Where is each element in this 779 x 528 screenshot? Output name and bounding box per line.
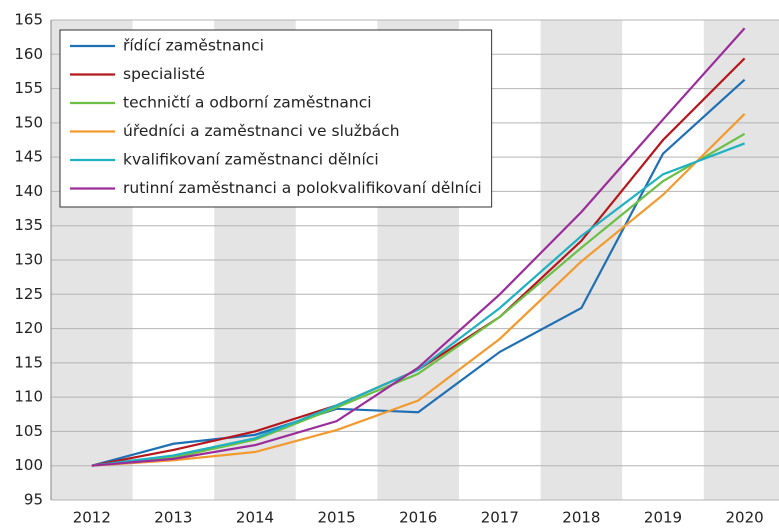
y-tick-label: 135 (14, 216, 43, 234)
legend-box (59, 29, 493, 208)
x-tick-label: 2020 (726, 509, 764, 527)
legend-label: specialisté (123, 65, 205, 83)
series-line (91, 142, 745, 467)
x-tick-label: 2013 (154, 509, 192, 527)
y-tick-label: 95 (24, 491, 43, 509)
y-tick-label: 110 (14, 388, 43, 406)
y-tick-label: 150 (14, 113, 43, 131)
legend-label: kvalifikovaní zaměstnanci dělníci (123, 151, 379, 169)
legend: řídící zaměstnanci specialisté techničtí a… (59, 29, 493, 208)
x-tick-label: 2014 (236, 509, 274, 527)
y-tick-label: 130 (14, 251, 43, 269)
y-tick-label: 160 (14, 45, 43, 63)
legend-label: rutinní zaměstnanci a polokvalifikovaní … (123, 179, 482, 197)
y-tick-label: 115 (14, 353, 43, 371)
legend-label: techničtí a odborní zaměstnanci (123, 94, 372, 112)
series-line (91, 78, 746, 467)
y-tick-label: 125 (14, 285, 43, 303)
y-tick-label: 105 (14, 422, 43, 440)
y-tick-label: 155 (14, 79, 43, 97)
x-tick-label: 2019 (644, 509, 682, 527)
legend-label: řídící zaměstnanci (123, 37, 264, 55)
series-line (91, 113, 746, 467)
x-tick-label: 2012 (73, 509, 111, 527)
x-tick-label: 2018 (562, 509, 600, 527)
y-tick-label: 165 (14, 11, 43, 29)
x-tick-label: 2015 (318, 509, 356, 527)
y-tick-label: 140 (14, 182, 43, 200)
y-tick-label: 120 (14, 319, 43, 337)
lines (91, 27, 746, 467)
series-line (91, 27, 746, 467)
legend-label: úředníci a zaměstnanci ve službách (123, 122, 400, 140)
x-tick-label: 2016 (399, 509, 437, 527)
series-line (91, 132, 746, 467)
y-tick-label: 100 (14, 456, 43, 474)
x-tick-label: 2017 (481, 509, 519, 527)
y-tick-label: 145 (14, 148, 43, 166)
